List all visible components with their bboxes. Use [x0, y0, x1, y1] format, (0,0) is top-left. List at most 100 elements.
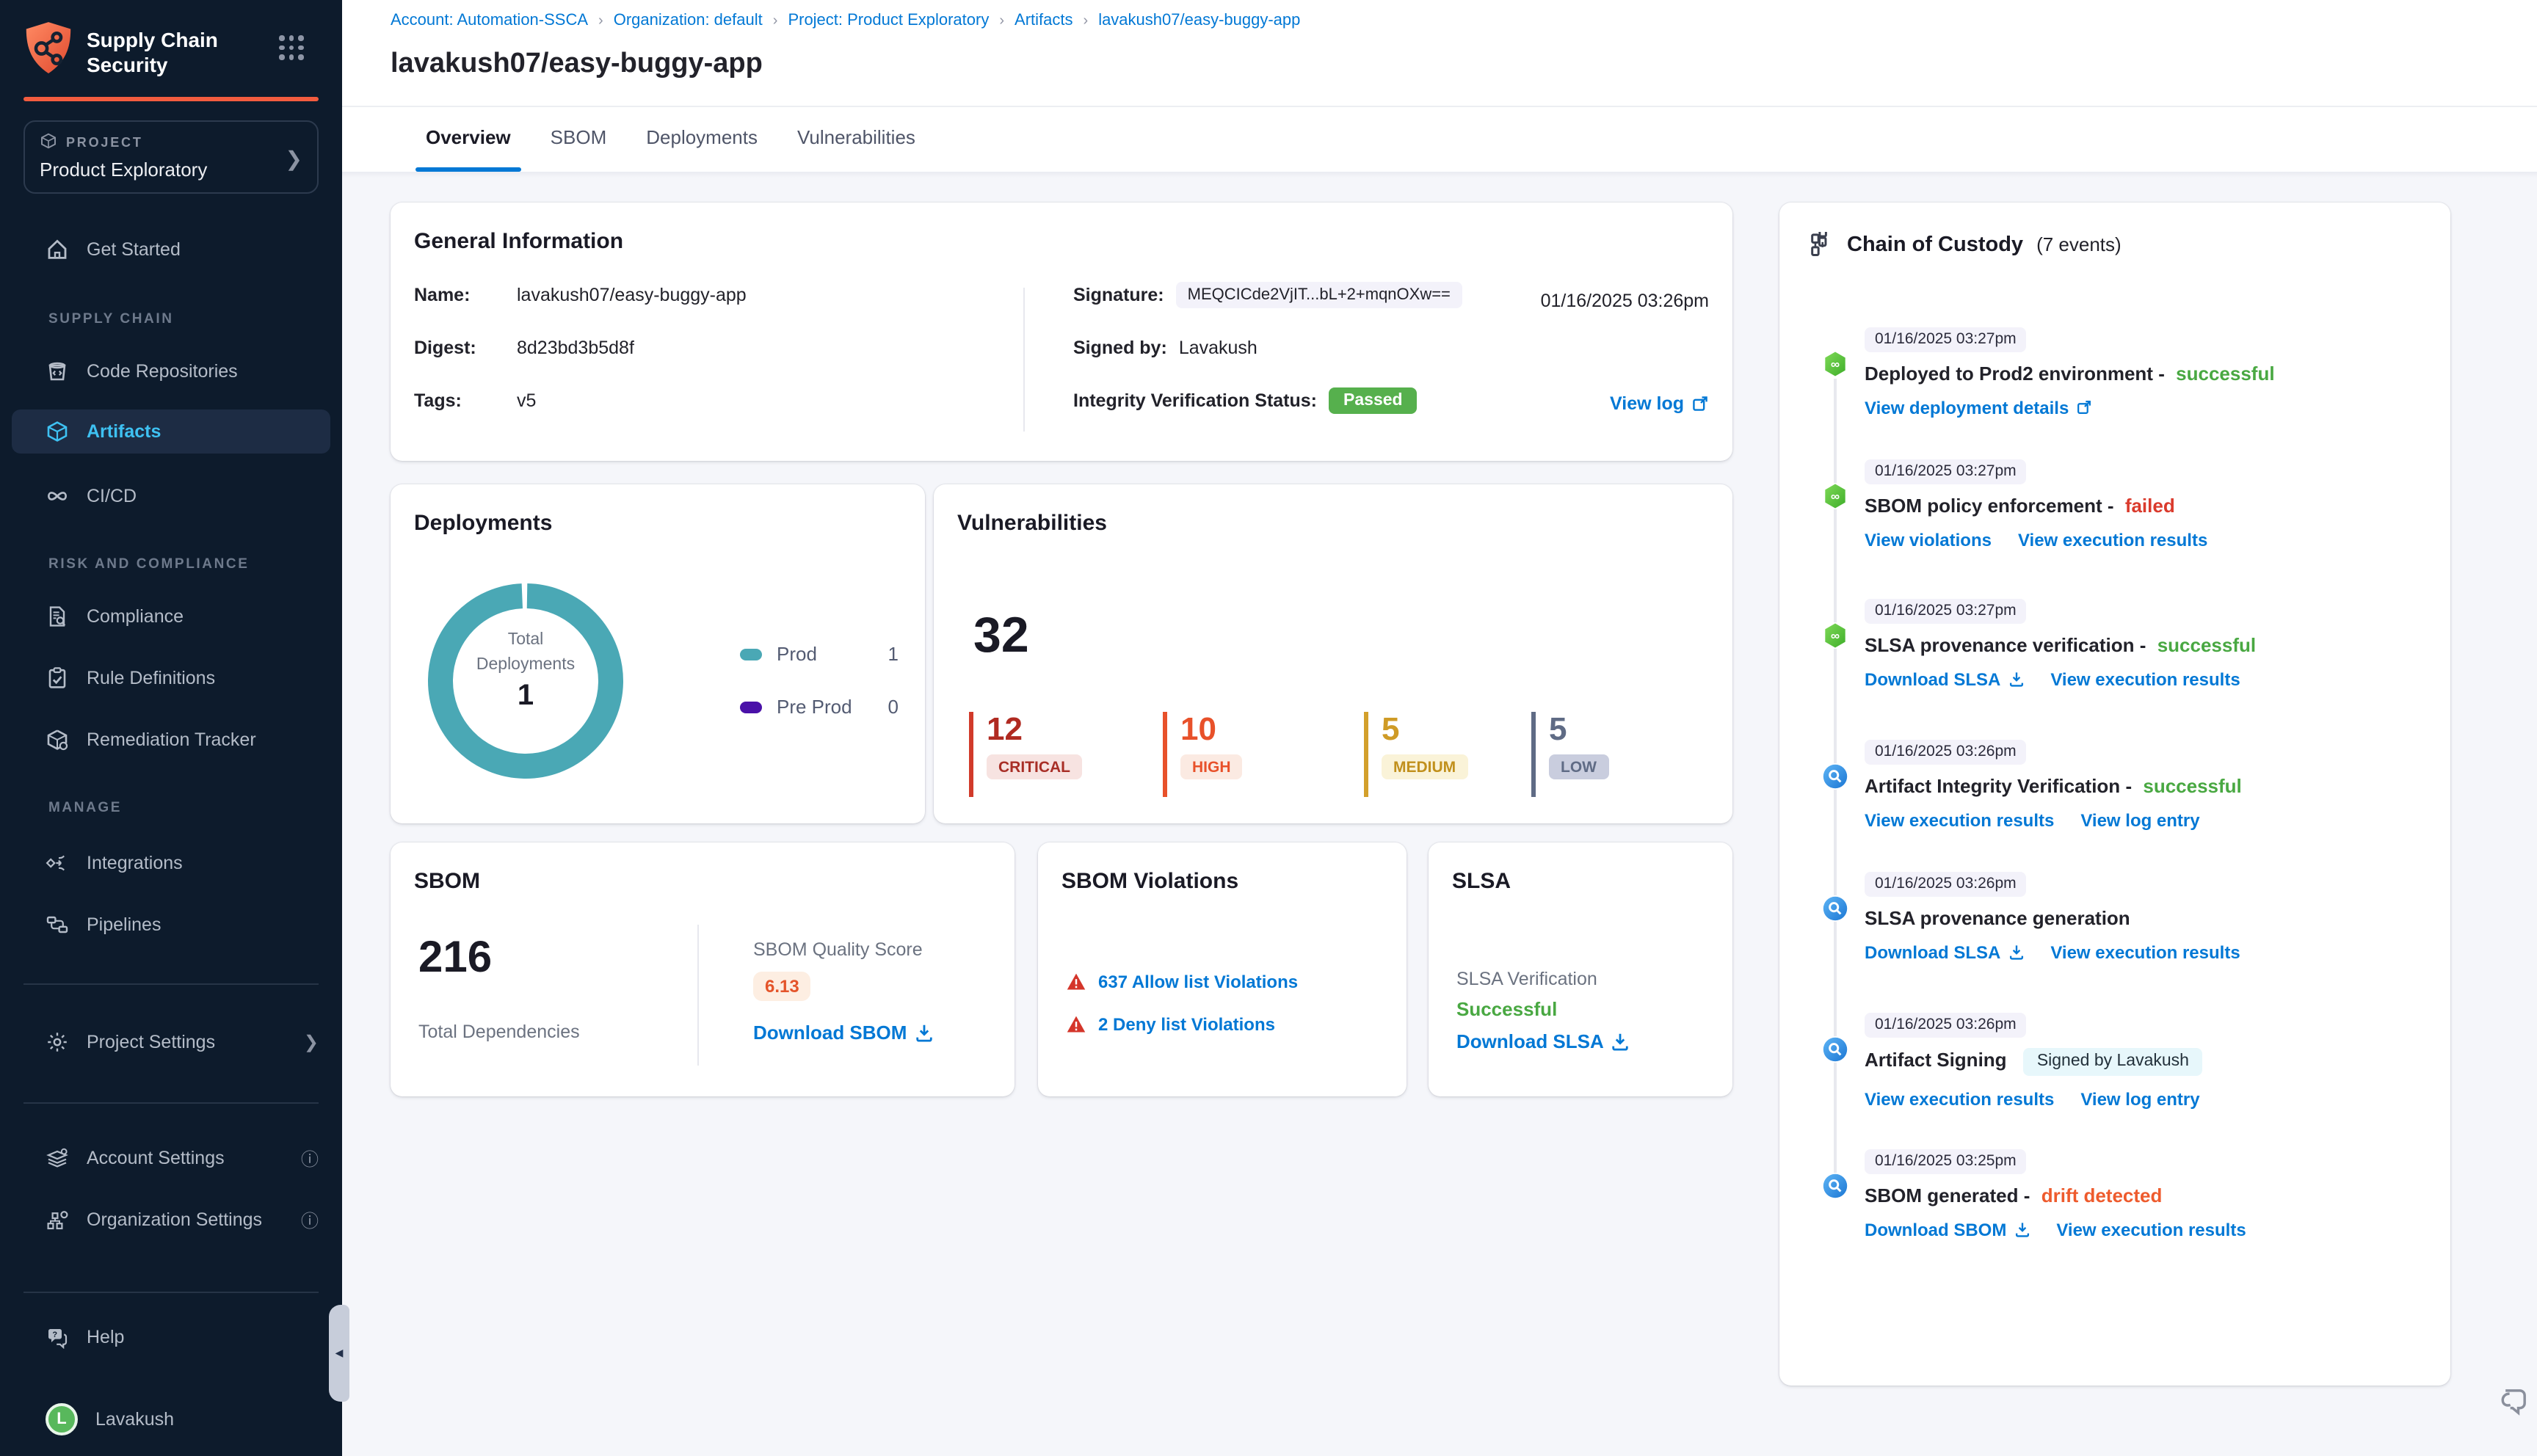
event-title-separator: - — [2125, 774, 2133, 796]
breadcrumb-separator-icon: › — [772, 12, 778, 29]
chevron-right-icon: ❯ — [303, 1032, 319, 1052]
sidebar-item-label: Artifacts — [87, 421, 161, 442]
chain-of-custody-header: Chain of Custody (7 events) — [1809, 232, 2122, 257]
sidebar-item-project-settings[interactable]: Project Settings ❯ — [0, 1020, 342, 1064]
view-execution-results-link[interactable]: View execution results — [1865, 1088, 2055, 1109]
deployments-card: Deployments Total Deployments 1 Prod 1 P… — [391, 484, 925, 823]
app-grid-icon[interactable] — [279, 35, 304, 60]
view-violations-link[interactable]: View violations — [1865, 529, 1992, 550]
sidebar-item-account-settings[interactable]: Account Settings ⓘ — [0, 1136, 342, 1180]
event-timestamp: 01/16/2025 03:26pm — [1865, 871, 2027, 896]
tab-vulnerabilities[interactable]: Vulnerabilities — [797, 126, 915, 148]
link-label: Download SLSA — [1456, 1030, 1604, 1052]
integrity-row: Integrity Verification Status: Passed — [1073, 387, 1709, 414]
tab-overview[interactable]: Overview — [415, 126, 521, 172]
warning-icon — [1067, 1016, 1086, 1033]
download-slsa-link[interactable]: Download SLSA — [1865, 942, 2024, 962]
signature-value[interactable]: MEQCICde2VjIT...bL+2+mqnOXw== — [1175, 282, 1462, 308]
sidebar-item-integrations[interactable]: Integrations — [0, 841, 342, 885]
scan-circle-icon — [1822, 763, 1848, 790]
allow-list-violations-link[interactable]: 637 Allow list Violations — [1098, 972, 1299, 992]
breadcrumb-organization[interactable]: Organization: default — [613, 12, 763, 29]
breadcrumb-project[interactable]: Project: Product Exploratory — [788, 12, 990, 29]
sidebar-item-label: Help — [87, 1327, 125, 1347]
legend-item-prod: Prod 1 — [740, 643, 899, 665]
slsa-verification-label: SLSA Verification — [1456, 969, 1597, 989]
sidebar-section-risk: RISK AND COMPLIANCE — [48, 556, 250, 572]
pipeline-hexagon-icon: ∞ — [1822, 622, 1848, 649]
help-chat-icon: ? — [48, 1329, 68, 1349]
link-label: Download SLSA — [1865, 942, 2001, 962]
tab-deployments[interactable]: Deployments — [646, 126, 758, 148]
view-log-entry-link[interactable]: View log entry — [2080, 1088, 2200, 1109]
sidebar-item-rule-definitions[interactable]: Rule Definitions — [0, 656, 342, 700]
download-slsa-row: Download SLSA — [1456, 1030, 1630, 1052]
sidebar-item-compliance[interactable]: Compliance — [0, 594, 342, 638]
severity-count: 5 — [1382, 710, 1400, 747]
signature-timestamp: 01/16/2025 03:26pm — [1540, 291, 1709, 311]
user-name: Lavakush — [95, 1409, 175, 1430]
sbom-quality-score: 6.13 — [753, 972, 811, 1001]
sidebar-collapse-handle[interactable]: ◀ — [329, 1305, 349, 1402]
event-title-separator: - — [2158, 362, 2165, 384]
view-execution-results-link[interactable]: View execution results — [2017, 529, 2208, 550]
sidebar-item-code-repositories[interactable]: Code Repositories — [0, 349, 342, 393]
event-status: successful — [2176, 362, 2275, 384]
project-selector[interactable]: PROJECT Product Exploratory ❯ — [23, 120, 319, 194]
sidebar: Supply Chain Security PROJECT Product Ex… — [0, 0, 342, 1456]
slsa-card: SLSA SLSA Verification Successful Downlo… — [1429, 842, 1732, 1096]
brand-accent-bar — [23, 97, 319, 101]
chat-help-button[interactable] — [2494, 1383, 2533, 1428]
view-deployment-details-link[interactable]: View deployment details — [1865, 397, 2092, 418]
tab-sbom[interactable]: SBOM — [550, 126, 607, 148]
deny-list-violations-link[interactable]: 2 Deny list Violations — [1098, 1014, 1275, 1035]
event-title: Artifact Signing Signed by Lavakush — [1865, 1047, 2430, 1075]
view-execution-results-link[interactable]: View execution results — [1865, 809, 2055, 830]
name-row: Name: lavakush07/easy-buggy-app — [414, 285, 1016, 305]
clipboard-check-icon — [48, 667, 66, 688]
event-title-separator: - — [2107, 494, 2114, 516]
sidebar-item-artifacts[interactable]: Artifacts — [12, 410, 330, 454]
sidebar-item-organization-settings[interactable]: Organization Settings ⓘ — [0, 1198, 342, 1242]
download-slsa-link[interactable]: Download SLSA — [1456, 1030, 1630, 1052]
event-timestamp: 01/16/2025 03:25pm — [1865, 1149, 2027, 1173]
user-menu[interactable]: L Lavakush — [0, 1394, 342, 1444]
field-label: Signature: — [1073, 285, 1164, 305]
svg-text:∞: ∞ — [1831, 629, 1840, 643]
sidebar-item-label: Pipelines — [87, 914, 161, 935]
view-execution-results-link[interactable]: View execution results — [2056, 1219, 2246, 1240]
view-log-link[interactable]: View log — [1610, 393, 1709, 414]
avatar-initial: L — [57, 1410, 67, 1428]
event-status: successful — [2143, 774, 2242, 796]
download-sbom-link[interactable]: Download SBOM — [753, 1022, 933, 1044]
event-status: drift detected — [2041, 1184, 2163, 1206]
event-title-separator: - — [2139, 633, 2146, 655]
sidebar-item-help[interactable]: ? Help — [0, 1315, 342, 1359]
view-execution-results-link[interactable]: View execution results — [2050, 669, 2240, 689]
card-title: General Information — [414, 229, 624, 254]
svg-text:∞: ∞ — [1831, 357, 1840, 371]
download-icon — [2009, 945, 2023, 960]
view-execution-results-link[interactable]: View execution results — [2050, 942, 2240, 962]
breadcrumb-current[interactable]: lavakush07/easy-buggy-app — [1098, 12, 1301, 29]
download-sbom-link[interactable]: Download SBOM — [1865, 1219, 2030, 1240]
event-title: SBOM policy enforcement - failed — [1865, 494, 2430, 516]
breadcrumb-artifacts[interactable]: Artifacts — [1015, 12, 1073, 29]
sidebar-item-remediation-tracker[interactable]: Remediation Tracker — [0, 718, 342, 762]
card-title: SLSA — [1452, 869, 1511, 894]
link-label: View deployment details — [1865, 397, 2069, 418]
breadcrumb-account[interactable]: Account: Automation-SSCA — [391, 12, 589, 29]
field-value: v5 — [517, 390, 537, 411]
sidebar-item-get-started[interactable]: Get Started — [0, 228, 342, 272]
view-log-entry-link[interactable]: View log entry — [2080, 809, 2200, 830]
severity-low: 5 LOW — [1531, 712, 1608, 797]
sidebar-item-label: Project Settings — [87, 1032, 216, 1052]
sidebar-item-pipelines[interactable]: Pipelines — [0, 903, 342, 947]
field-label: Integrity Verification Status: — [1073, 390, 1318, 411]
donut-center-label: Total — [507, 631, 544, 649]
slsa-status: Successful — [1456, 998, 1558, 1020]
svg-text:?: ? — [52, 1331, 57, 1339]
sidebar-item-cicd[interactable]: CI/CD — [0, 474, 342, 518]
download-slsa-link[interactable]: Download SLSA — [1865, 669, 2024, 689]
